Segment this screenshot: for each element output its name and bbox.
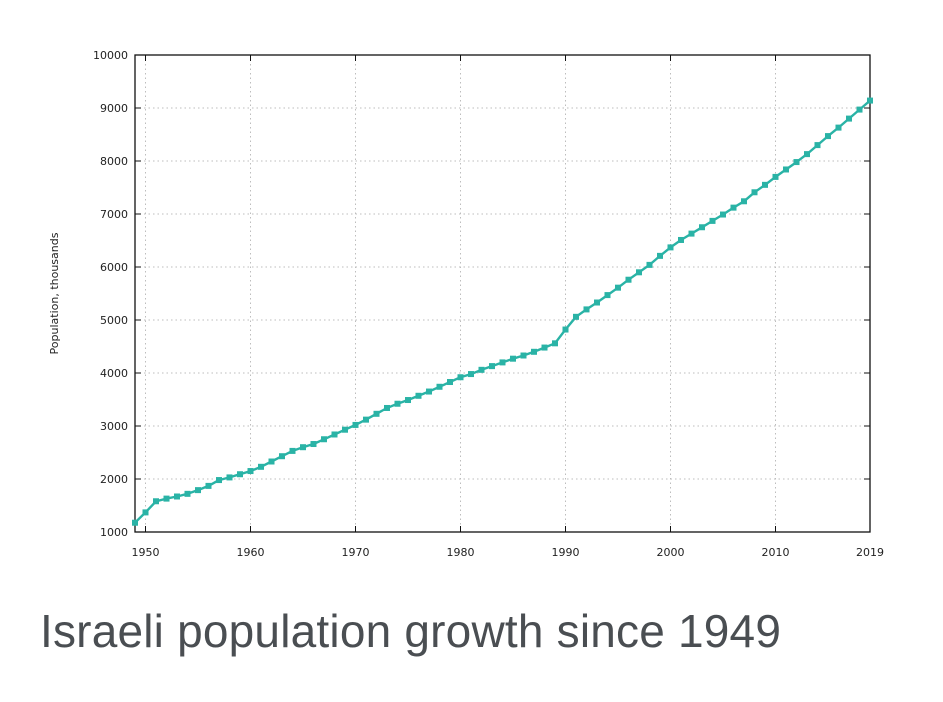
data-point	[384, 404, 390, 411]
data-point	[804, 151, 810, 158]
data-point	[552, 340, 558, 347]
data-point	[415, 392, 422, 399]
data-point	[142, 509, 149, 516]
y-tick-label: 9000	[100, 102, 128, 115]
data-point	[688, 230, 695, 237]
data-point	[541, 344, 548, 351]
y-tick-label: 10000	[93, 49, 128, 62]
data-point	[573, 313, 579, 320]
data-point	[615, 284, 621, 291]
plot-frame	[134, 54, 871, 533]
y-tick-label: 8000	[100, 155, 128, 168]
data-point	[667, 244, 674, 251]
data-point	[321, 436, 327, 443]
data-point	[604, 292, 611, 299]
data-point	[762, 181, 768, 188]
data-point	[205, 482, 212, 489]
data-point	[646, 261, 653, 268]
chart-caption: Israeli population growth since 1949	[40, 605, 782, 657]
data-point	[153, 498, 159, 505]
y-tick-label: 7000	[100, 208, 128, 221]
x-tick-label: 2000	[657, 546, 685, 559]
data-point	[289, 447, 296, 454]
data-point	[394, 400, 401, 407]
data-point	[457, 374, 464, 381]
data-point	[352, 421, 359, 428]
data-point	[562, 326, 569, 333]
data-point	[867, 97, 873, 104]
data-point	[132, 519, 138, 526]
data-point	[216, 477, 222, 484]
data-point	[699, 224, 705, 231]
data-point	[478, 366, 485, 373]
y-tick-label: 2000	[100, 473, 128, 486]
population-line-chart: 1000 2000 3000 4000 5000 6000 7000 8000 9000 1000…	[48, 49, 884, 559]
x-tick-label: 1980	[447, 546, 475, 559]
data-point	[499, 359, 506, 366]
data-point	[531, 348, 537, 355]
y-tick-label: 6000	[100, 261, 128, 274]
data-point	[625, 276, 632, 283]
data-point	[342, 426, 348, 433]
data-point	[856, 106, 863, 113]
y-axis-label: Population, thousands	[48, 232, 61, 354]
data-point	[510, 355, 516, 362]
data-point	[594, 299, 600, 306]
data-point	[447, 379, 453, 386]
data-point	[730, 204, 737, 211]
data-point	[436, 383, 443, 390]
data-point	[331, 431, 338, 438]
data-point	[247, 468, 254, 475]
data-point	[772, 173, 779, 180]
x-tick-label: 1950	[132, 546, 160, 559]
data-point	[174, 493, 180, 500]
data-point	[268, 458, 275, 465]
data-point	[195, 487, 201, 494]
data-point	[678, 236, 684, 243]
data-point	[793, 159, 800, 166]
data-point	[163, 495, 170, 502]
data-point	[835, 124, 842, 131]
x-tick-label: 2010	[762, 546, 790, 559]
data-point	[300, 444, 306, 451]
data-point	[489, 363, 495, 370]
chart-area: 1000 2000 3000 4000 5000 6000 7000 8000 9000 1000…	[48, 49, 884, 559]
data-point	[184, 490, 191, 497]
data-point	[426, 388, 432, 395]
data-point	[468, 371, 474, 378]
data-point	[741, 198, 747, 205]
x-tick-label: 1990	[552, 546, 580, 559]
data-point	[405, 397, 411, 404]
data-point	[310, 441, 317, 448]
data-point	[846, 115, 852, 122]
data-point	[583, 306, 590, 313]
data-point	[751, 189, 758, 196]
data-point	[237, 471, 243, 478]
data-point	[363, 416, 369, 423]
data-point	[279, 453, 285, 460]
data-point	[373, 410, 380, 417]
y-tick-label: 1000	[100, 526, 128, 539]
data-point	[709, 217, 716, 224]
data-point	[825, 133, 831, 140]
y-tick-label: 5000	[100, 314, 128, 327]
x-tick-label: 1960	[237, 546, 265, 559]
data-point	[814, 142, 821, 149]
y-tick-label: 4000	[100, 367, 128, 380]
series-line	[134, 99, 871, 524]
data-point	[520, 352, 527, 359]
x-tick-label: 2019	[856, 546, 884, 559]
data-point	[258, 463, 264, 470]
data-point	[783, 166, 789, 173]
data-point	[657, 252, 663, 259]
data-point	[636, 269, 642, 276]
data-point	[720, 211, 726, 218]
x-tick-label: 1970	[342, 546, 370, 559]
y-tick-label: 3000	[100, 420, 128, 433]
data-point	[226, 474, 233, 481]
